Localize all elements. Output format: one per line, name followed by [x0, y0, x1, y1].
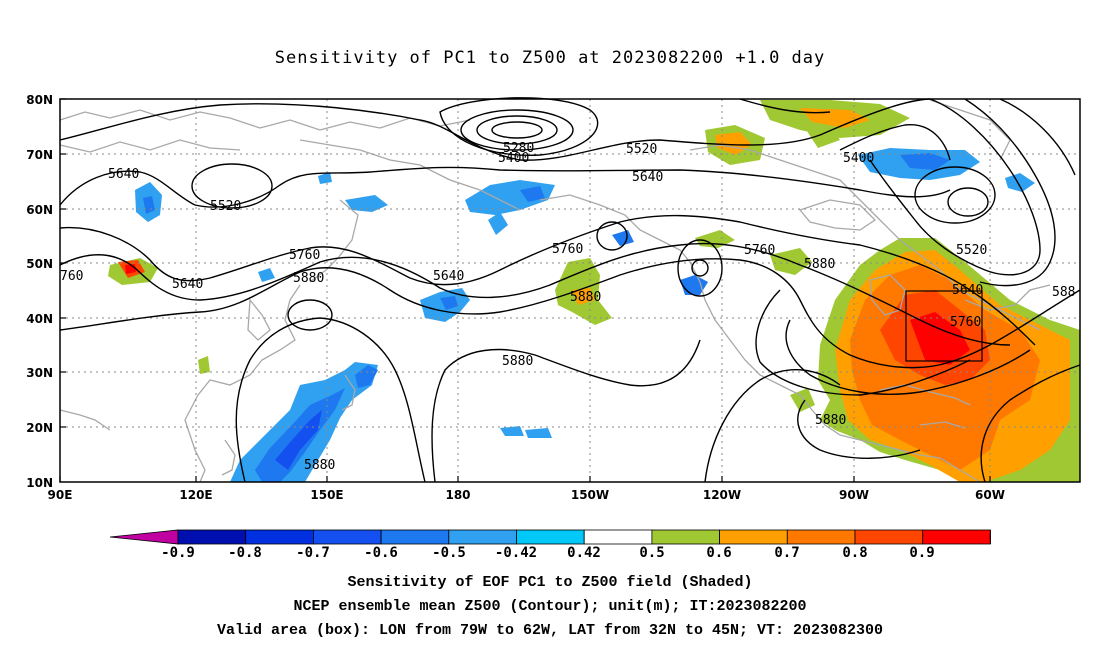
colorbar-label: -0.8 — [228, 545, 262, 561]
colorbar-label: 0.6 — [706, 545, 731, 561]
caption-line-2: NCEP ensemble mean Z500 (Contour); unit(… — [293, 598, 807, 615]
contour-label: 5880 — [804, 257, 835, 272]
contour-label: 5280 — [503, 141, 534, 156]
colorbar-cell — [380, 529, 450, 545]
lon-label: 120W — [703, 488, 741, 502]
lat-label: 10N — [26, 476, 53, 490]
contour-label: 5520 — [956, 243, 987, 258]
lat-label: 20N — [26, 421, 53, 435]
caption-line-1: Sensitivity of EOF PC1 to Z500 field (Sh… — [347, 574, 753, 591]
lon-label: 120E — [179, 488, 212, 502]
map-title: Sensitivity of PC1 to Z500 at 2023082200… — [274, 48, 826, 68]
lon-label: 150W — [571, 488, 609, 502]
latitude-labels: 80N 70N 60N 50N 40N 30N 20N 10N — [26, 93, 53, 490]
positive-sensitivity-shading — [108, 100, 1080, 482]
contour-label: 5400 — [843, 151, 874, 166]
colorbar-cell — [719, 529, 788, 545]
colorbar-cells — [109, 529, 991, 545]
lon-label: 90W — [839, 488, 869, 502]
contour-label: 5760 — [950, 315, 981, 330]
colorbar-label: 0.5 — [639, 545, 664, 561]
lon-label: 150E — [310, 488, 343, 502]
colorbar-cell — [177, 529, 247, 545]
colorbar-label: -0.6 — [364, 545, 398, 561]
lat-label: 60N — [26, 203, 53, 217]
colorbar-label: -0.42 — [495, 545, 537, 561]
colorbar-label: -0.5 — [432, 545, 466, 561]
contour-label: 5640 — [632, 170, 663, 185]
colorbar-label: -0.9 — [161, 545, 195, 561]
colorbar-label: 0.9 — [909, 545, 934, 561]
contour-label: 5640 — [172, 277, 203, 292]
contour-labels: 5280 5400 5520 5400 5640 5640 5520 5640 … — [60, 141, 1075, 473]
contour-label: 5520 — [210, 199, 241, 214]
z500-contours — [59, 97, 1081, 483]
colorbar-label: 0.42 — [567, 545, 601, 561]
contour-label: 5760 — [289, 248, 320, 263]
negative-sensitivity-shading — [135, 148, 1035, 482]
colorbar-cell — [786, 529, 856, 545]
contour-label: 5880 — [570, 290, 601, 305]
lat-label: 70N — [26, 148, 53, 162]
colorbar-cell — [312, 529, 382, 545]
colorbar-cell — [922, 529, 991, 545]
lon-label: 180 — [445, 488, 470, 502]
lat-label: 80N — [26, 93, 53, 107]
contour-label: 5640 — [108, 167, 139, 182]
contour-label: 5880 — [293, 271, 324, 286]
colorbar-cell — [516, 529, 585, 545]
contour-label: 5520 — [626, 142, 657, 157]
colorbar-cell — [651, 529, 721, 545]
contour-label: 5880 — [304, 458, 335, 473]
lon-label: 90E — [48, 488, 73, 502]
lat-label: 40N — [26, 312, 53, 326]
coastlines — [59, 99, 1051, 483]
contour-label: 5880 — [815, 413, 846, 428]
longitude-labels: 90E 120E 150E 180 150W 120W 90W 60W — [48, 488, 1005, 502]
contour-label: 5880 — [502, 354, 533, 369]
colorbar-label: -0.7 — [296, 545, 330, 561]
axis-ticks — [59, 98, 991, 482]
lat-label: 50N — [26, 257, 53, 271]
contour-label: 760 — [60, 269, 83, 284]
caption-line-3: Valid area (box): LON from 79W to 62W, L… — [216, 622, 884, 639]
colorbar-label: 0.7 — [774, 545, 799, 561]
colorbar-cell — [109, 529, 179, 545]
valid-area-box — [905, 290, 983, 362]
contour-label: 588 — [1052, 285, 1075, 300]
map-frame — [59, 98, 1081, 483]
contour-label: 5640 — [433, 269, 464, 284]
lat-label: 30N — [26, 366, 53, 380]
contour-label: 5400 — [498, 151, 529, 166]
contour-label: 5760 — [744, 243, 775, 258]
lon-label: 60W — [975, 488, 1005, 502]
colorbar-label: 0.8 — [842, 545, 867, 561]
lat-lon-grid — [60, 99, 1080, 482]
colorbar-cell — [583, 529, 653, 545]
colorbar-cell — [448, 529, 517, 545]
colorbar-labels: -0.9 -0.8 -0.7 -0.6 -0.5 -0.42 0.42 0.5 … — [161, 545, 935, 561]
colorbar-cell — [854, 529, 924, 545]
contour-label: 5760 — [552, 242, 583, 257]
colorbar: -0.9 -0.8 -0.7 -0.6 -0.5 -0.42 0.42 0.5 … — [109, 529, 991, 561]
colorbar-cell — [245, 529, 314, 545]
